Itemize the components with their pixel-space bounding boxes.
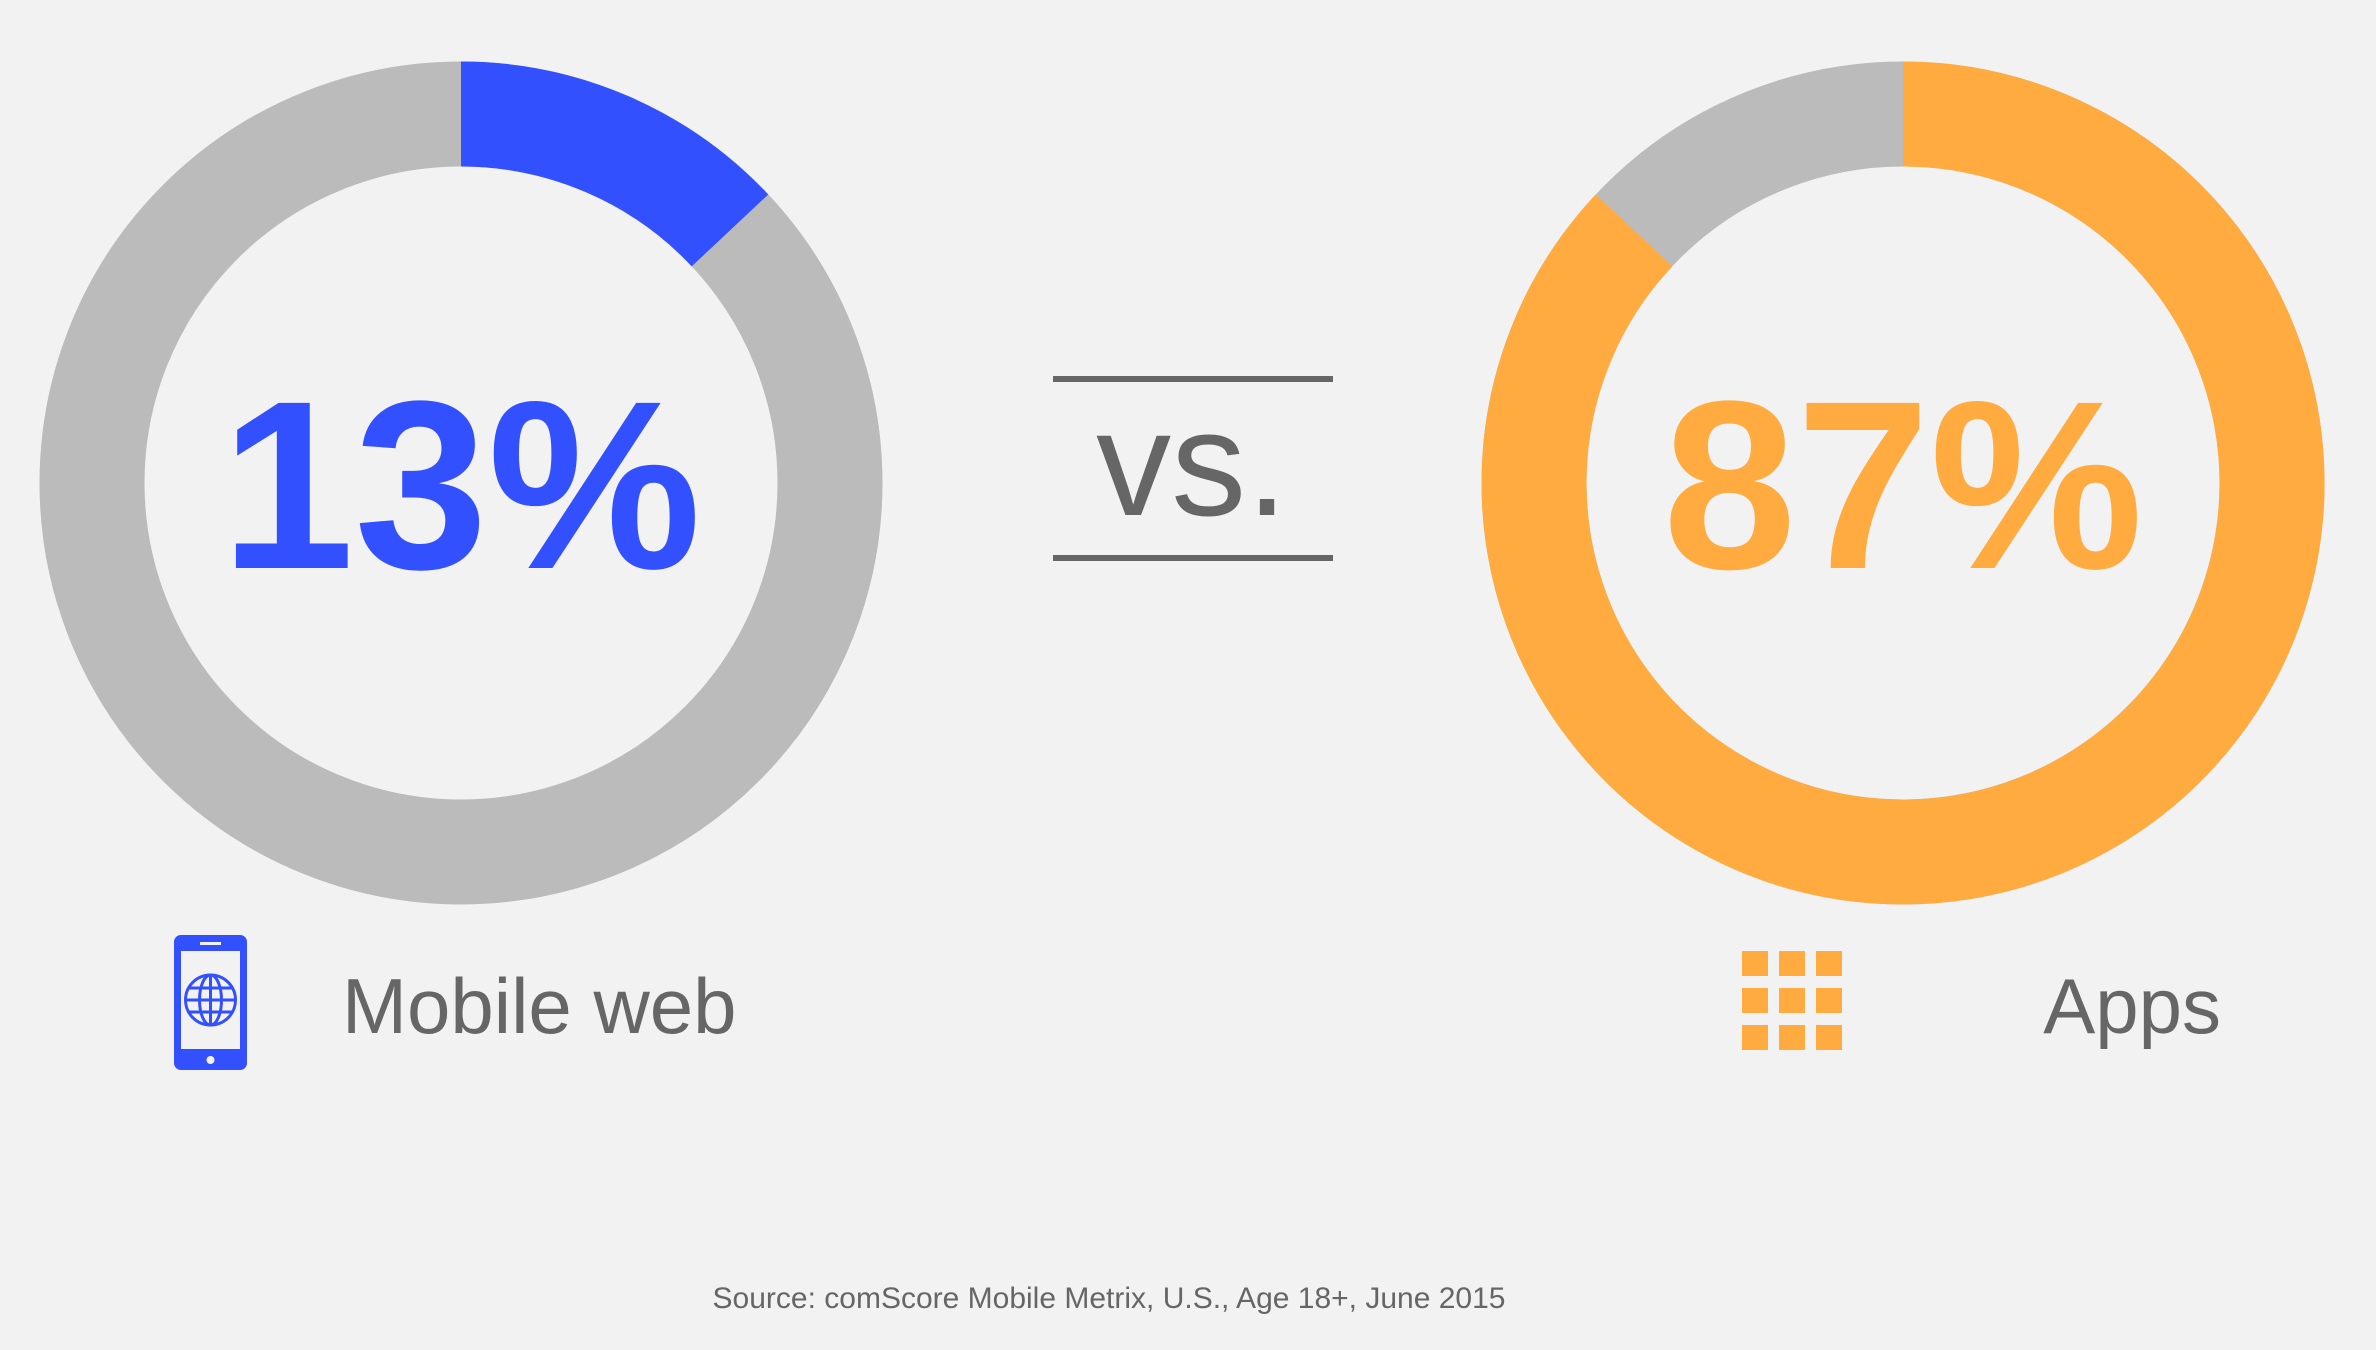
source-note: Source: comScore Mobile Metrix, U.S., Ag… — [713, 1282, 1506, 1315]
separator-text: vs. — [1096, 379, 1288, 547]
category-label: Mobile web — [342, 962, 737, 1050]
category-label: Apps — [2043, 962, 2221, 1050]
donut-segment — [1481, 61, 2325, 905]
phone-icon — [174, 935, 247, 1070]
value-label: 13% — [221, 351, 701, 619]
apps-icon — [1742, 951, 1842, 1050]
value-label: 87% — [1663, 351, 2143, 619]
donut-segment — [460, 61, 769, 267]
